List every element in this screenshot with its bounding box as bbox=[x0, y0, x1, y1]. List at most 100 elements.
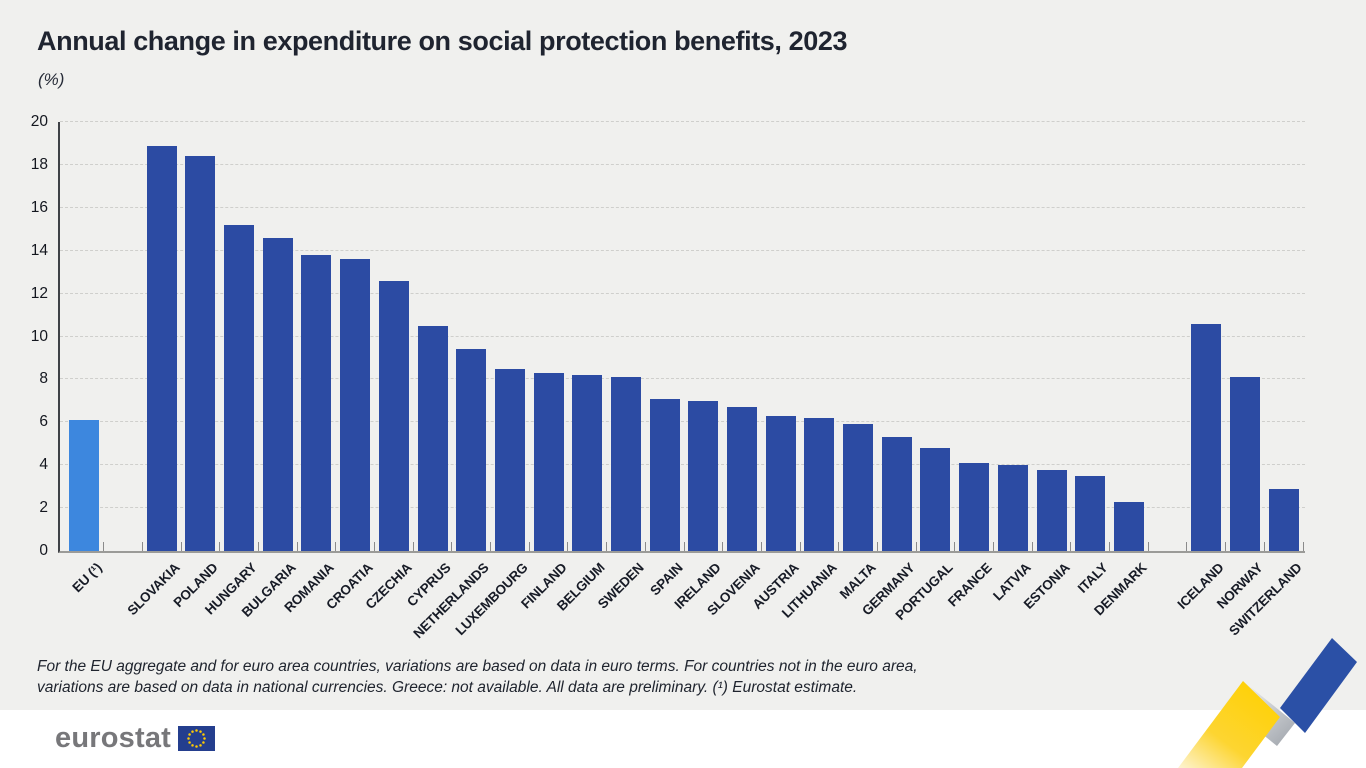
gridline-18 bbox=[60, 163, 1305, 165]
bar-belgium bbox=[572, 375, 603, 551]
eurostat-logo-text: eurostat bbox=[55, 722, 172, 754]
x-axis-tick bbox=[1302, 542, 1304, 551]
bar-ireland bbox=[688, 400, 719, 551]
category-slot: ICELAND bbox=[1175, 122, 1227, 612]
x-axis-tick bbox=[683, 542, 685, 551]
category-slot: EU (¹) bbox=[65, 122, 105, 595]
x-axis-tick bbox=[954, 542, 956, 551]
category-slot: PORTUGAL bbox=[893, 122, 956, 623]
gridline-4 bbox=[60, 464, 1305, 466]
gridline-16 bbox=[60, 206, 1305, 208]
y-tick-label-6: 6 bbox=[39, 413, 48, 431]
category-slot: FINLAND bbox=[518, 122, 569, 612]
bar-norway bbox=[1229, 377, 1260, 551]
category-slot: SLOVENIA bbox=[704, 122, 763, 618]
slots: EU (¹) SLOVAKIA POLAND HUNGARY BULGARIA ROMAN… bbox=[65, 122, 1304, 641]
bar-iceland bbox=[1191, 323, 1222, 551]
category-slot: NORWAY bbox=[1214, 122, 1266, 612]
category-slot: CROATIA bbox=[323, 122, 376, 612]
y-tick-label-12: 12 bbox=[30, 284, 48, 302]
x-axis-tick bbox=[838, 542, 840, 551]
bar-austria bbox=[765, 415, 796, 551]
bar-italy bbox=[1075, 475, 1106, 551]
y-tick-label-16: 16 bbox=[30, 198, 48, 216]
bar-lithuania bbox=[804, 418, 835, 551]
category-slot: SWEDEN bbox=[595, 122, 647, 612]
y-tick-label-18: 18 bbox=[30, 155, 48, 173]
category-slot: AUSTRIA bbox=[749, 122, 801, 612]
x-axis-tick bbox=[490, 542, 492, 551]
bar-luxembourg bbox=[494, 368, 525, 551]
bar-france bbox=[959, 463, 990, 551]
category-slot: ESTONIA bbox=[1020, 122, 1072, 612]
x-axis-tick bbox=[180, 542, 182, 551]
category-slot: CYPRUS bbox=[404, 122, 453, 610]
gridline-8 bbox=[60, 378, 1305, 380]
category-slot: POLAND bbox=[171, 122, 221, 610]
y-tick-label-4: 4 bbox=[39, 456, 48, 474]
bar-romania bbox=[301, 255, 332, 551]
x-axis-tick bbox=[451, 542, 453, 551]
category-slot: DENMARK bbox=[1091, 122, 1150, 618]
category-slot: FRANCE bbox=[945, 122, 995, 610]
x-axis-tick bbox=[876, 542, 878, 551]
x-axis-tick bbox=[1263, 542, 1265, 551]
chart-title: Annual change in expenditure on social p… bbox=[37, 26, 848, 56]
category-slot: GERMANY bbox=[859, 122, 917, 618]
plot-area: 0 2 4 6 8 10 12 14 16 18 20 EU (¹) SLOVAKIA POLAND HU… bbox=[31, 113, 1305, 641]
x-axis-tick bbox=[915, 542, 917, 551]
bar-latvia bbox=[997, 465, 1028, 551]
bar-malta bbox=[843, 424, 874, 551]
x-axis-tick bbox=[528, 542, 530, 551]
y-tick-label-20: 20 bbox=[30, 113, 48, 130]
bar-cyprus bbox=[417, 325, 448, 551]
x-axis-tick bbox=[296, 542, 298, 551]
category-slot: HUNGARY bbox=[202, 122, 260, 618]
x-axis-tick bbox=[1225, 542, 1227, 551]
y-tick-label-8: 8 bbox=[39, 370, 48, 388]
x-axis-tick bbox=[567, 542, 569, 551]
x-axis-tick bbox=[374, 542, 375, 551]
footnote-line-2: variations are based on data in national… bbox=[37, 679, 858, 696]
x-axis-tick bbox=[412, 542, 414, 551]
eu-flag-icon bbox=[178, 726, 216, 751]
category-slot: LUXEMBOURG bbox=[452, 122, 531, 638]
bar-estonia bbox=[1036, 469, 1067, 551]
x-axis-tick bbox=[722, 542, 724, 551]
x-axis-tick bbox=[1109, 542, 1111, 551]
bar-portugal bbox=[920, 448, 951, 551]
category-slot bbox=[1147, 122, 1187, 551]
category-slot bbox=[103, 122, 143, 551]
bar-germany bbox=[881, 437, 912, 551]
bar-czechia bbox=[378, 280, 409, 551]
category-slot: ROMANIA bbox=[282, 122, 337, 615]
category-slot: LATVIA bbox=[990, 122, 1033, 604]
x-axis-tick bbox=[335, 542, 337, 551]
bar-eu bbox=[69, 420, 100, 551]
bar-slovakia bbox=[146, 145, 177, 551]
x-axis-tick bbox=[219, 542, 221, 551]
gridline-12 bbox=[60, 292, 1305, 294]
gridline-2 bbox=[60, 507, 1305, 509]
category-slot: SLOVAKIA bbox=[124, 122, 182, 618]
category-slot: CZECHIA bbox=[362, 122, 414, 612]
x-axis-tick bbox=[103, 542, 105, 551]
bar-switzerland bbox=[1268, 488, 1299, 551]
chart-subtitle: (%) bbox=[38, 70, 65, 89]
bar-croatia bbox=[340, 259, 371, 551]
category-slot: MALTA bbox=[837, 122, 879, 602]
gridline-6 bbox=[60, 421, 1305, 423]
footer-strip bbox=[0, 710, 1366, 768]
bar-hungary bbox=[224, 224, 255, 551]
x-axis-tick bbox=[644, 542, 646, 551]
footnote-line-1: For the EU aggregate and for euro area c… bbox=[37, 658, 918, 675]
category-slot: ITALY bbox=[1070, 122, 1111, 596]
category-slot: BULGARIA bbox=[239, 122, 298, 620]
x-axis-tick bbox=[141, 542, 143, 551]
gridline-20 bbox=[60, 121, 1305, 122]
gridline-10 bbox=[60, 335, 1305, 337]
x-axis-tick bbox=[799, 542, 801, 551]
bar-finland bbox=[533, 372, 564, 551]
category-slot: SWITZERLAND bbox=[1226, 122, 1304, 639]
bar-slovenia bbox=[727, 407, 758, 551]
